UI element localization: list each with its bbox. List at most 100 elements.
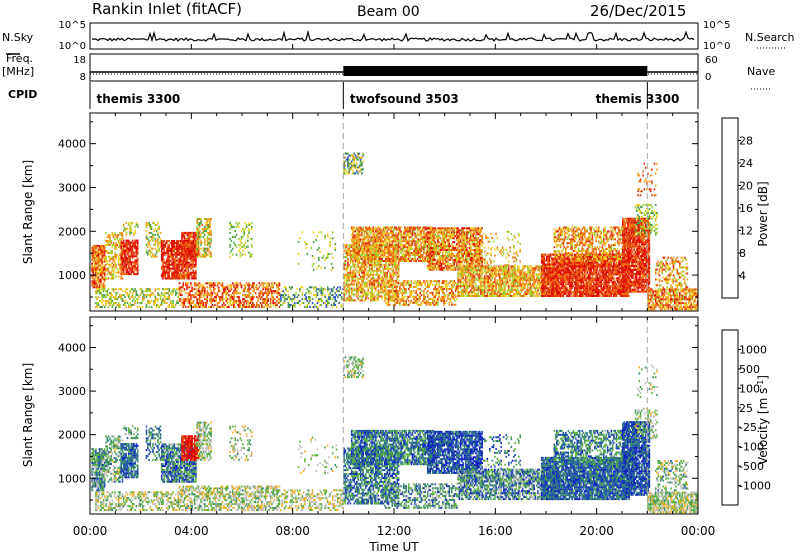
range-gate-cell (430, 264, 433, 267)
range-gate-cell (126, 251, 129, 254)
range-gate-cell (162, 247, 164, 250)
range-gate-cell (206, 239, 209, 242)
range-gate-cell (369, 232, 372, 235)
range-gate-cell (93, 256, 96, 259)
range-gate-cell (350, 293, 353, 296)
range-gate-cell (388, 226, 391, 229)
range-gate-cell (357, 254, 359, 257)
range-gate-cell (160, 253, 163, 256)
range-gate-cell (258, 294, 261, 297)
range-gate-cell (136, 265, 139, 268)
range-gate-cell (192, 269, 195, 272)
range-gate-cell (98, 248, 101, 251)
range-gate-cell (205, 253, 207, 256)
range-gate-cell (93, 254, 96, 257)
range-gate-cell (159, 239, 162, 242)
range-gate-cell (209, 230, 211, 232)
range-gate-cell (416, 250, 419, 253)
range-gate-cell (245, 282, 248, 285)
range-gate-cell (356, 281, 358, 284)
range-gate-cell (133, 267, 135, 270)
range-gate-cell (100, 292, 102, 295)
range-gate-cell (381, 252, 383, 255)
range-gate-cell (233, 284, 235, 287)
range-gate-cell (163, 249, 166, 252)
range-gate-cell (126, 257, 129, 260)
range-gate-cell (386, 267, 388, 270)
range-gate-cell (168, 257, 171, 260)
range-gate-cell (147, 245, 149, 248)
range-gate-cell (207, 294, 210, 297)
range-gate-cell (350, 287, 353, 290)
range-gate-cell (114, 263, 116, 266)
range-gate-cell (109, 255, 111, 258)
range-gate-cell (185, 231, 187, 234)
range-gate-cell (353, 166, 356, 169)
range-gate-cell (361, 168, 363, 171)
range-gate-cell (171, 245, 173, 248)
range-gate-cell (177, 263, 179, 266)
range-gate-cell (116, 253, 119, 256)
range-gate-cell (124, 302, 126, 304)
range-gate-cell (376, 281, 378, 284)
range-gate-cell (377, 254, 380, 257)
range-gate-cell (367, 297, 369, 300)
range-gate-cell (224, 286, 226, 289)
range-gate-cell (111, 234, 114, 237)
range-gate-cell (167, 263, 169, 266)
range-gate-cell (116, 236, 119, 239)
range-gate-cell (136, 267, 139, 270)
range-gate-cell (376, 293, 378, 296)
range-gate-cell (287, 290, 290, 293)
range-gate-cell (331, 298, 334, 301)
range-gate-cell (366, 250, 368, 253)
range-gate-cell (356, 162, 358, 165)
range-gate-cell (293, 306, 296, 308)
range-gate-cell (444, 229, 447, 232)
range-gate-cell (183, 263, 186, 266)
range-gate-cell (93, 250, 96, 253)
range-gate-cell (174, 257, 177, 260)
range-gate-cell (100, 248, 102, 251)
range-gate-cell (271, 284, 273, 287)
range-gate-cell (377, 281, 380, 284)
range-gate-cell (348, 250, 350, 253)
range-gate-cell (249, 296, 252, 299)
range-gate-cell (117, 245, 120, 248)
range-gate-cell (202, 255, 205, 258)
range-gate-cell (444, 247, 447, 249)
range-gate-cell (407, 252, 410, 255)
range-gate-cell (348, 252, 350, 255)
range-gate-cell (174, 271, 177, 274)
range-gate-cell (249, 237, 252, 240)
range-gate-cell (404, 236, 406, 239)
range-gate-cell (425, 236, 428, 239)
range-gate-cell (347, 271, 349, 274)
range-gate-cell (163, 251, 166, 254)
range-gate-cell (272, 286, 274, 289)
range-gate-cell (361, 242, 363, 245)
range-gate-cell (380, 295, 382, 298)
range-gate-cell (315, 286, 318, 289)
range-gate-cell (147, 237, 149, 240)
range-gate-cell (397, 258, 400, 260)
range-gate-cell (438, 254, 440, 257)
range-gate-cell (329, 241, 331, 244)
range-gate-cell (348, 263, 350, 266)
range-gate-cell (163, 240, 166, 242)
range-gate-cell (353, 248, 356, 251)
range-gate-cell (178, 253, 181, 256)
range-gate-cell (168, 306, 171, 308)
range-gate-cell (178, 269, 181, 272)
range-gate-cell (354, 240, 357, 243)
range-gate-cell (96, 278, 98, 281)
range-gate-cell (130, 265, 133, 268)
range-gate-cell (359, 269, 362, 272)
range-gate-cell (357, 260, 359, 262)
freq-label-1: Freq. (6, 52, 33, 65)
range-gate-cell (152, 222, 154, 225)
range-gate-cell (125, 231, 128, 234)
range-gate-cell (93, 252, 96, 255)
range-gate-cell (329, 296, 331, 299)
range-gate-cell (386, 271, 388, 274)
